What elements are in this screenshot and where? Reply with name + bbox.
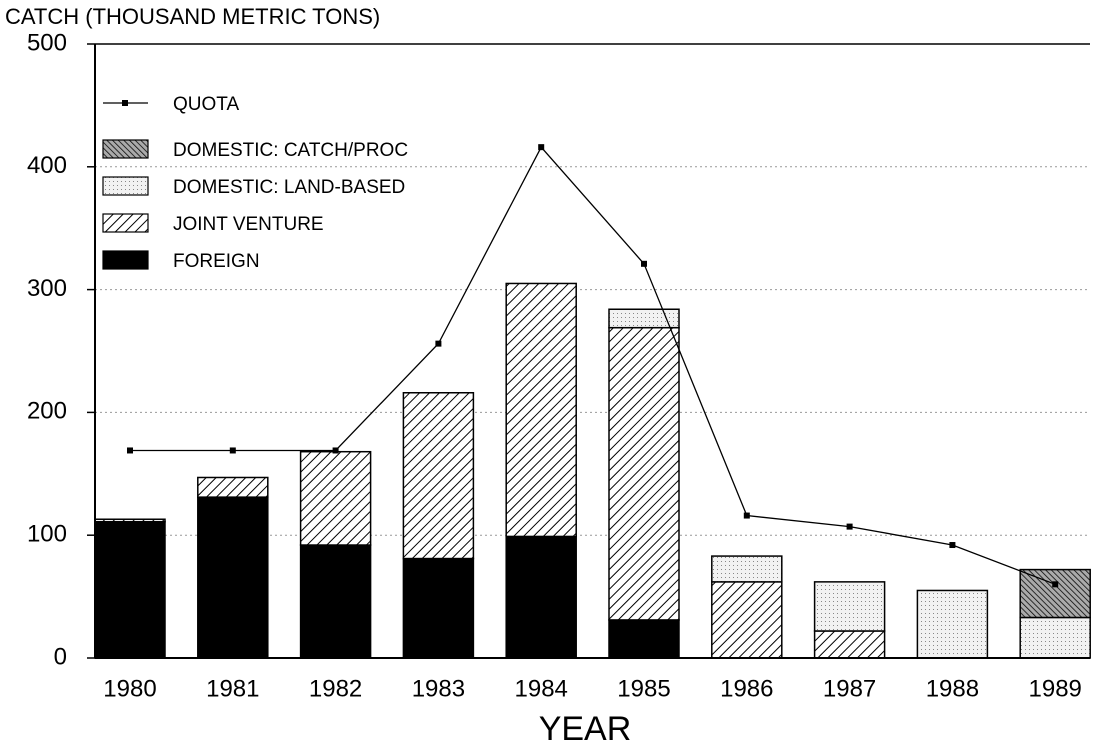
bar-segment [711, 555, 783, 583]
legend-swatch [102, 213, 149, 233]
bar-segment [711, 581, 783, 659]
bar-segment [608, 308, 680, 329]
legend-label: DOMESTIC: CATCH/PROC [173, 140, 408, 161]
quota-marker [743, 512, 750, 519]
bar-segment [1019, 616, 1091, 659]
quota-marker [332, 447, 339, 454]
quota-marker [1052, 581, 1059, 588]
quota-marker [435, 340, 442, 347]
bar-segment [299, 450, 372, 546]
quota-marker [949, 542, 956, 549]
x-tick-label: 1989 [1029, 675, 1082, 702]
legend-marker [122, 100, 128, 106]
x-tick-label: 1983 [412, 675, 465, 702]
quota-marker [229, 447, 236, 454]
x-tick-label: 1981 [206, 675, 259, 702]
quota-marker [846, 523, 853, 530]
y-tick-label: 500 [27, 29, 67, 56]
bar-segment [505, 282, 577, 538]
legend-swatch [102, 176, 149, 196]
bar-segment [813, 581, 886, 632]
bar-segment [402, 392, 475, 560]
y-tick-label: 300 [27, 275, 67, 302]
bar-segment [608, 619, 680, 659]
y-tick-label: 100 [27, 521, 67, 548]
legend-swatch [102, 250, 149, 270]
x-tick-label: 1984 [515, 675, 568, 702]
x-tick-label: 1985 [617, 675, 670, 702]
bar-segment [94, 520, 166, 659]
y-tick-label: 200 [27, 398, 67, 425]
quota-marker [127, 447, 133, 454]
legend-swatch [102, 139, 149, 159]
legend-label: FOREIGN [173, 251, 260, 272]
x-tick-label: 1980 [103, 675, 156, 702]
quota-marker [538, 144, 545, 151]
y-tick-label: 400 [27, 152, 67, 179]
bar-segment [94, 518, 166, 523]
x-tick-label: 1987 [823, 675, 876, 702]
bar-segment [197, 496, 269, 659]
x-tick-label: 1982 [309, 675, 362, 702]
bar-segment [197, 476, 269, 498]
quota-line [130, 146, 1056, 585]
legend-label: JOINT VENTURE [173, 214, 324, 235]
legend-label: DOMESTIC: LAND-BASED [173, 177, 405, 198]
bar-segment [299, 544, 372, 659]
x-tick-label: 1988 [926, 675, 979, 702]
legend-label: QUOTA [173, 94, 239, 115]
bar-segment [1019, 568, 1091, 619]
y-tick-label: 0 [54, 643, 67, 670]
bar-segment [608, 326, 680, 621]
bar-segment [505, 535, 577, 659]
quota-marker [641, 260, 647, 267]
bar-segment [916, 589, 989, 659]
bar-segment [402, 557, 475, 659]
bar-segment [813, 630, 886, 659]
x-axis-title: YEAR [539, 710, 632, 748]
y-axis-title: CATCH (THOUSAND METRIC TONS) [5, 4, 380, 29]
x-tick-label: 1986 [720, 675, 773, 702]
